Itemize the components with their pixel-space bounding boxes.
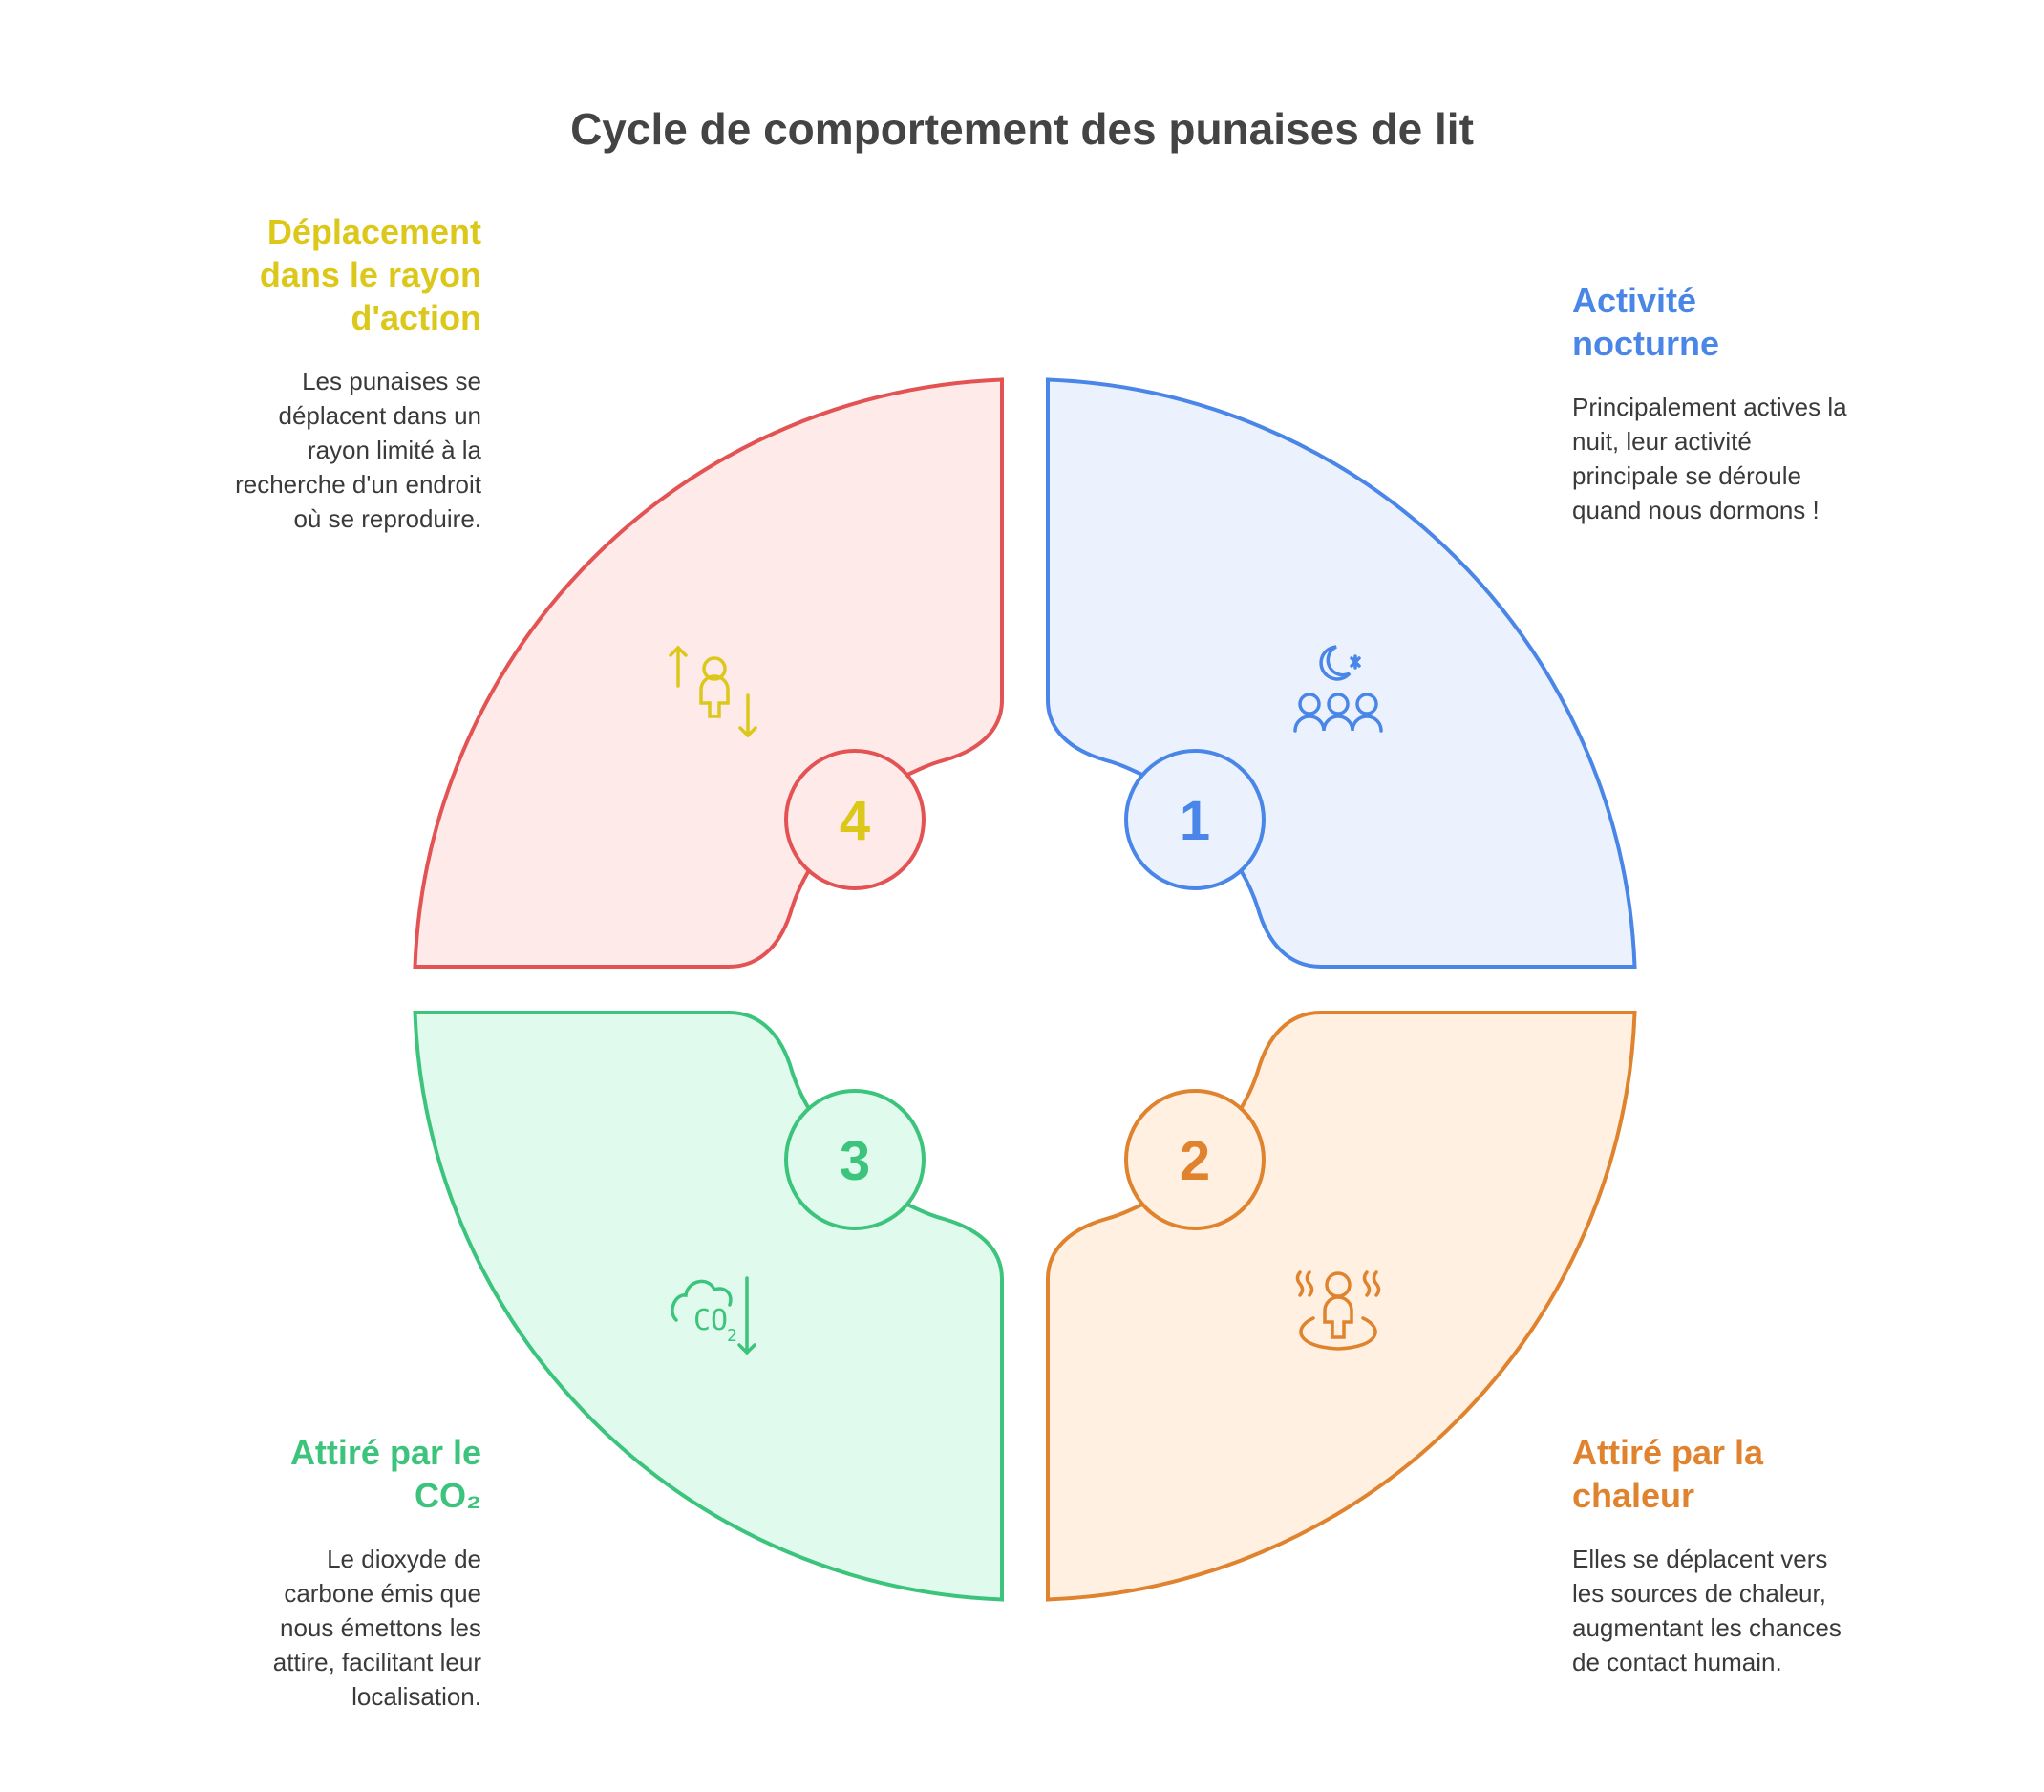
step-2-heading: Attiré par la chaleur bbox=[1572, 1433, 1764, 1515]
moon-people-icon bbox=[1293, 645, 1383, 733]
quadrant-2 bbox=[1046, 1011, 1637, 1602]
step-3-number: 3 bbox=[840, 1130, 870, 1192]
step-1-circle bbox=[1124, 749, 1266, 890]
step-1-number: 1 bbox=[1180, 790, 1210, 852]
step-2-block: Attiré par la chaleur Elles se déplacent… bbox=[1572, 1431, 1878, 1679]
page-title: Cycle de comportement des punaises de li… bbox=[570, 104, 1474, 154]
step-4-block: Déplacement dans le rayon d'action Les p… bbox=[176, 210, 481, 536]
step-3-text: Le dioxyde de carbone émis que nous émet… bbox=[272, 1545, 481, 1711]
step-1-block: Activité nocturne Principalement actives… bbox=[1572, 279, 1878, 527]
quadrant-4 bbox=[413, 377, 1004, 969]
step-4-number: 4 bbox=[840, 790, 870, 852]
co2-subscript: 2 bbox=[727, 1326, 737, 1346]
quadrant-1 bbox=[1046, 377, 1637, 969]
step-2-number: 2 bbox=[1180, 1130, 1210, 1192]
co2-label: CO bbox=[693, 1304, 728, 1337]
step-4-text: Les punaises se déplacent dans un rayon … bbox=[235, 367, 481, 533]
step-2-text: Elles se déplacent vers les sources de c… bbox=[1572, 1545, 1842, 1676]
step-3-circle bbox=[784, 1089, 926, 1230]
step-4-heading: Déplacement dans le rayon d'action bbox=[259, 212, 481, 337]
person-heat-icon bbox=[1295, 1270, 1381, 1351]
step-2-circle bbox=[1124, 1089, 1266, 1230]
co2-cloud-down-icon: CO 2 bbox=[671, 1276, 756, 1355]
person-up-down-arrows-icon bbox=[669, 645, 757, 738]
step-1-text: Principalement actives la nuit, leur act… bbox=[1572, 393, 1847, 524]
step-4-circle bbox=[784, 749, 926, 890]
step-3-heading: Attiré par le CO₂ bbox=[289, 1433, 481, 1515]
step-1-heading: Activité nocturne bbox=[1572, 281, 1720, 363]
step-3-block: Attiré par le CO₂ Le dioxyde de carbone … bbox=[176, 1431, 481, 1714]
